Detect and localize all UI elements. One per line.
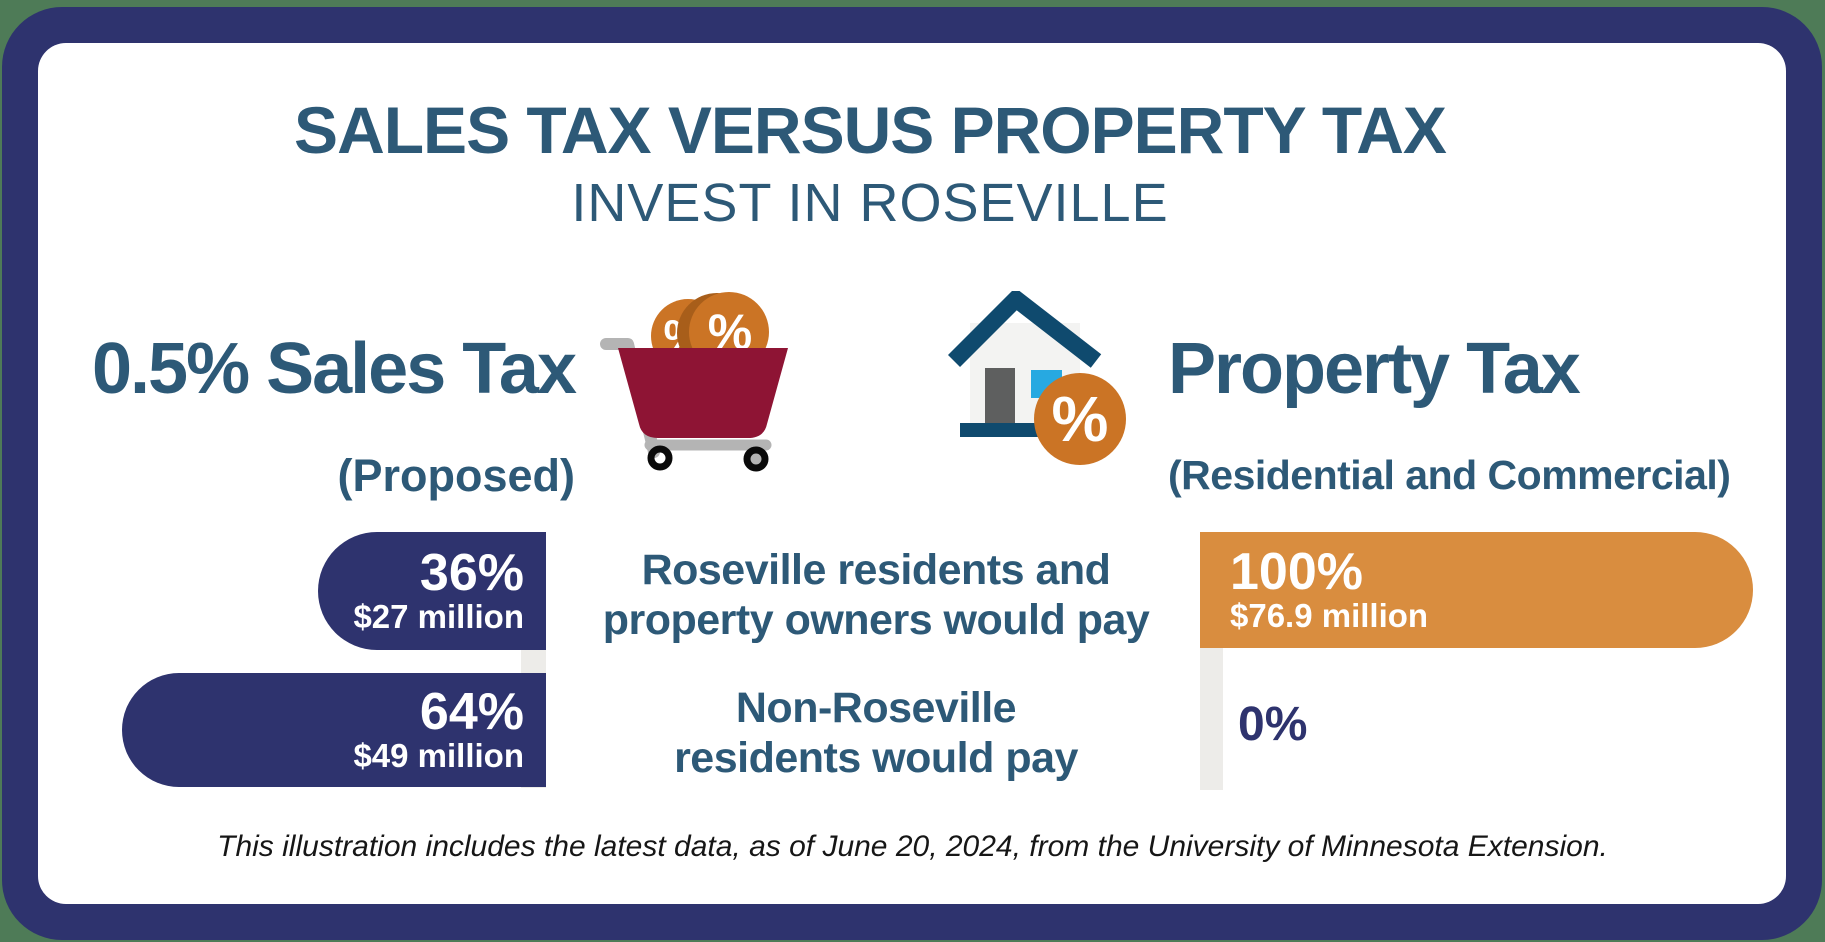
sales-bar-row2: 64% $49 million: [122, 673, 546, 787]
house-roof: [948, 291, 1102, 368]
page-title: SALES TAX VERSUS PROPERTY TAX: [294, 93, 1447, 167]
house-door: [985, 368, 1015, 425]
row1-category-line2: property owners would pay: [602, 596, 1150, 644]
sales-bar-row1: 36% $27 million: [318, 532, 546, 650]
cart-wheel-right: [743, 446, 769, 472]
property-bar-row1: 100% $76.9 million: [1200, 532, 1753, 648]
property-bar-row2-percent: 0%: [1238, 698, 1308, 751]
row1-category-line1: Roseville residents and: [641, 546, 1111, 594]
property-tax-heading: Property Tax: [1168, 329, 1581, 409]
property-bar-row1-percent: 100%: [1230, 543, 1363, 601]
sales-bar-row1-percent: 36%: [419, 544, 524, 602]
cart-basket: [618, 348, 788, 438]
sales-tax-heading: 0.5% Sales Tax: [92, 329, 577, 409]
cart-wheel-left: [647, 445, 673, 471]
percent-badge-icon: %: [1034, 373, 1126, 465]
sales-bar-row2-percent: 64%: [419, 683, 524, 741]
sales-bar-row1-amount: $27 million: [353, 598, 524, 635]
page-subtitle: INVEST IN ROSEVILLE: [571, 173, 1169, 233]
row1-category-label: Roseville residents and property owners …: [546, 545, 1206, 645]
house-with-percent-badge-icon: %: [948, 291, 1126, 465]
property-bar-row1-amount: $76.9 million: [1230, 597, 1429, 634]
property-tax-subheading: (Residential and Commercial): [1168, 452, 1731, 498]
data-source-footnote: This illustration includes the latest da…: [217, 830, 1608, 863]
sales-tax-subheading: (Proposed): [337, 450, 575, 501]
shopping-cart-with-percent-coins-icon: % %: [600, 292, 788, 472]
row2-category-line2: residents would pay: [674, 734, 1078, 782]
sales-bar-row2-amount: $49 million: [353, 737, 524, 774]
row2-category-label: Non-Roseville residents would pay: [546, 683, 1206, 783]
row2-category-line1: Non-Roseville: [735, 684, 1017, 732]
svg-text:%: %: [1052, 383, 1109, 455]
